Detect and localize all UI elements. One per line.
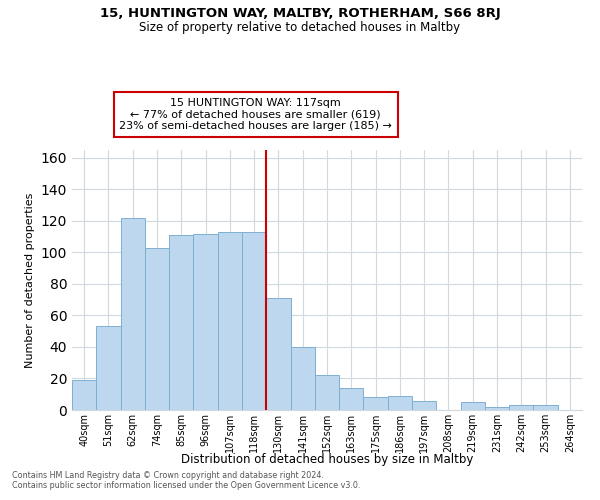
Bar (485, 407, 509, 410)
Bar (315, 376, 339, 410)
Bar (290, 347, 315, 410)
Bar (72, 380, 96, 410)
Bar (339, 388, 364, 410)
Bar (218, 232, 242, 410)
Text: Contains HM Land Registry data © Crown copyright and database right 2024.: Contains HM Land Registry data © Crown c… (12, 471, 324, 480)
Bar (121, 218, 145, 410)
Bar (388, 396, 412, 410)
Bar (412, 400, 436, 410)
Text: 15, HUNTINGTON WAY, MALTBY, ROTHERHAM, S66 8RJ: 15, HUNTINGTON WAY, MALTBY, ROTHERHAM, S… (100, 8, 500, 20)
Bar (533, 406, 558, 410)
Bar (266, 298, 290, 410)
Bar (169, 235, 193, 410)
Bar (461, 402, 485, 410)
Bar (242, 232, 266, 410)
Bar (145, 248, 169, 410)
Text: Distribution of detached houses by size in Maltby: Distribution of detached houses by size … (181, 452, 473, 466)
Bar (509, 406, 533, 410)
Text: Size of property relative to detached houses in Maltby: Size of property relative to detached ho… (139, 21, 461, 34)
Bar (193, 234, 218, 410)
Text: 15 HUNTINGTON WAY: 117sqm
← 77% of detached houses are smaller (619)
23% of semi: 15 HUNTINGTON WAY: 117sqm ← 77% of detac… (119, 98, 392, 131)
Bar (364, 398, 388, 410)
Bar (96, 326, 121, 410)
Y-axis label: Number of detached properties: Number of detached properties (25, 192, 35, 368)
Text: Contains public sector information licensed under the Open Government Licence v3: Contains public sector information licen… (12, 481, 361, 490)
